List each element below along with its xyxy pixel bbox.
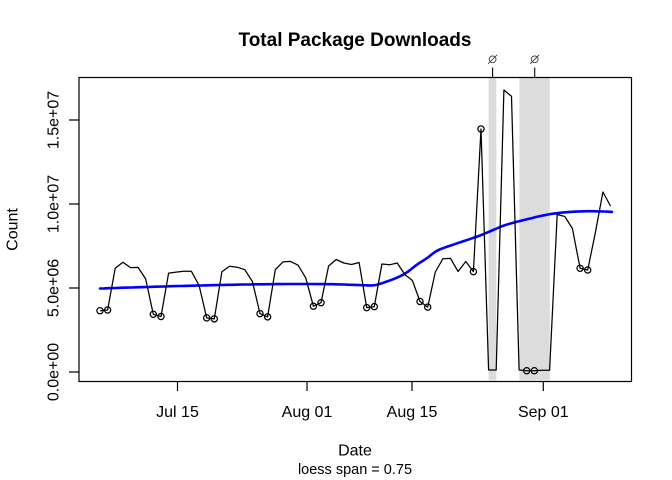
svg-text:Total Package Downloads: Total Package Downloads: [239, 30, 472, 51]
svg-text:Count: Count: [5, 208, 22, 251]
svg-text:loess span = 0.75: loess span = 0.75: [298, 462, 412, 478]
svg-text:5.0e+06: 5.0e+06: [45, 259, 62, 317]
svg-text:1.5e+07: 1.5e+07: [45, 91, 62, 149]
svg-text:1.0e+07: 1.0e+07: [45, 175, 62, 233]
svg-text:Aug 01: Aug 01: [282, 404, 333, 421]
svg-text:Date: Date: [338, 443, 372, 460]
svg-text:Jul 15: Jul 15: [156, 404, 199, 421]
svg-text:0.0e+00: 0.0e+00: [45, 343, 62, 401]
svg-text:Aug 15: Aug 15: [387, 404, 438, 421]
svg-text:Sep 01: Sep 01: [518, 404, 569, 421]
